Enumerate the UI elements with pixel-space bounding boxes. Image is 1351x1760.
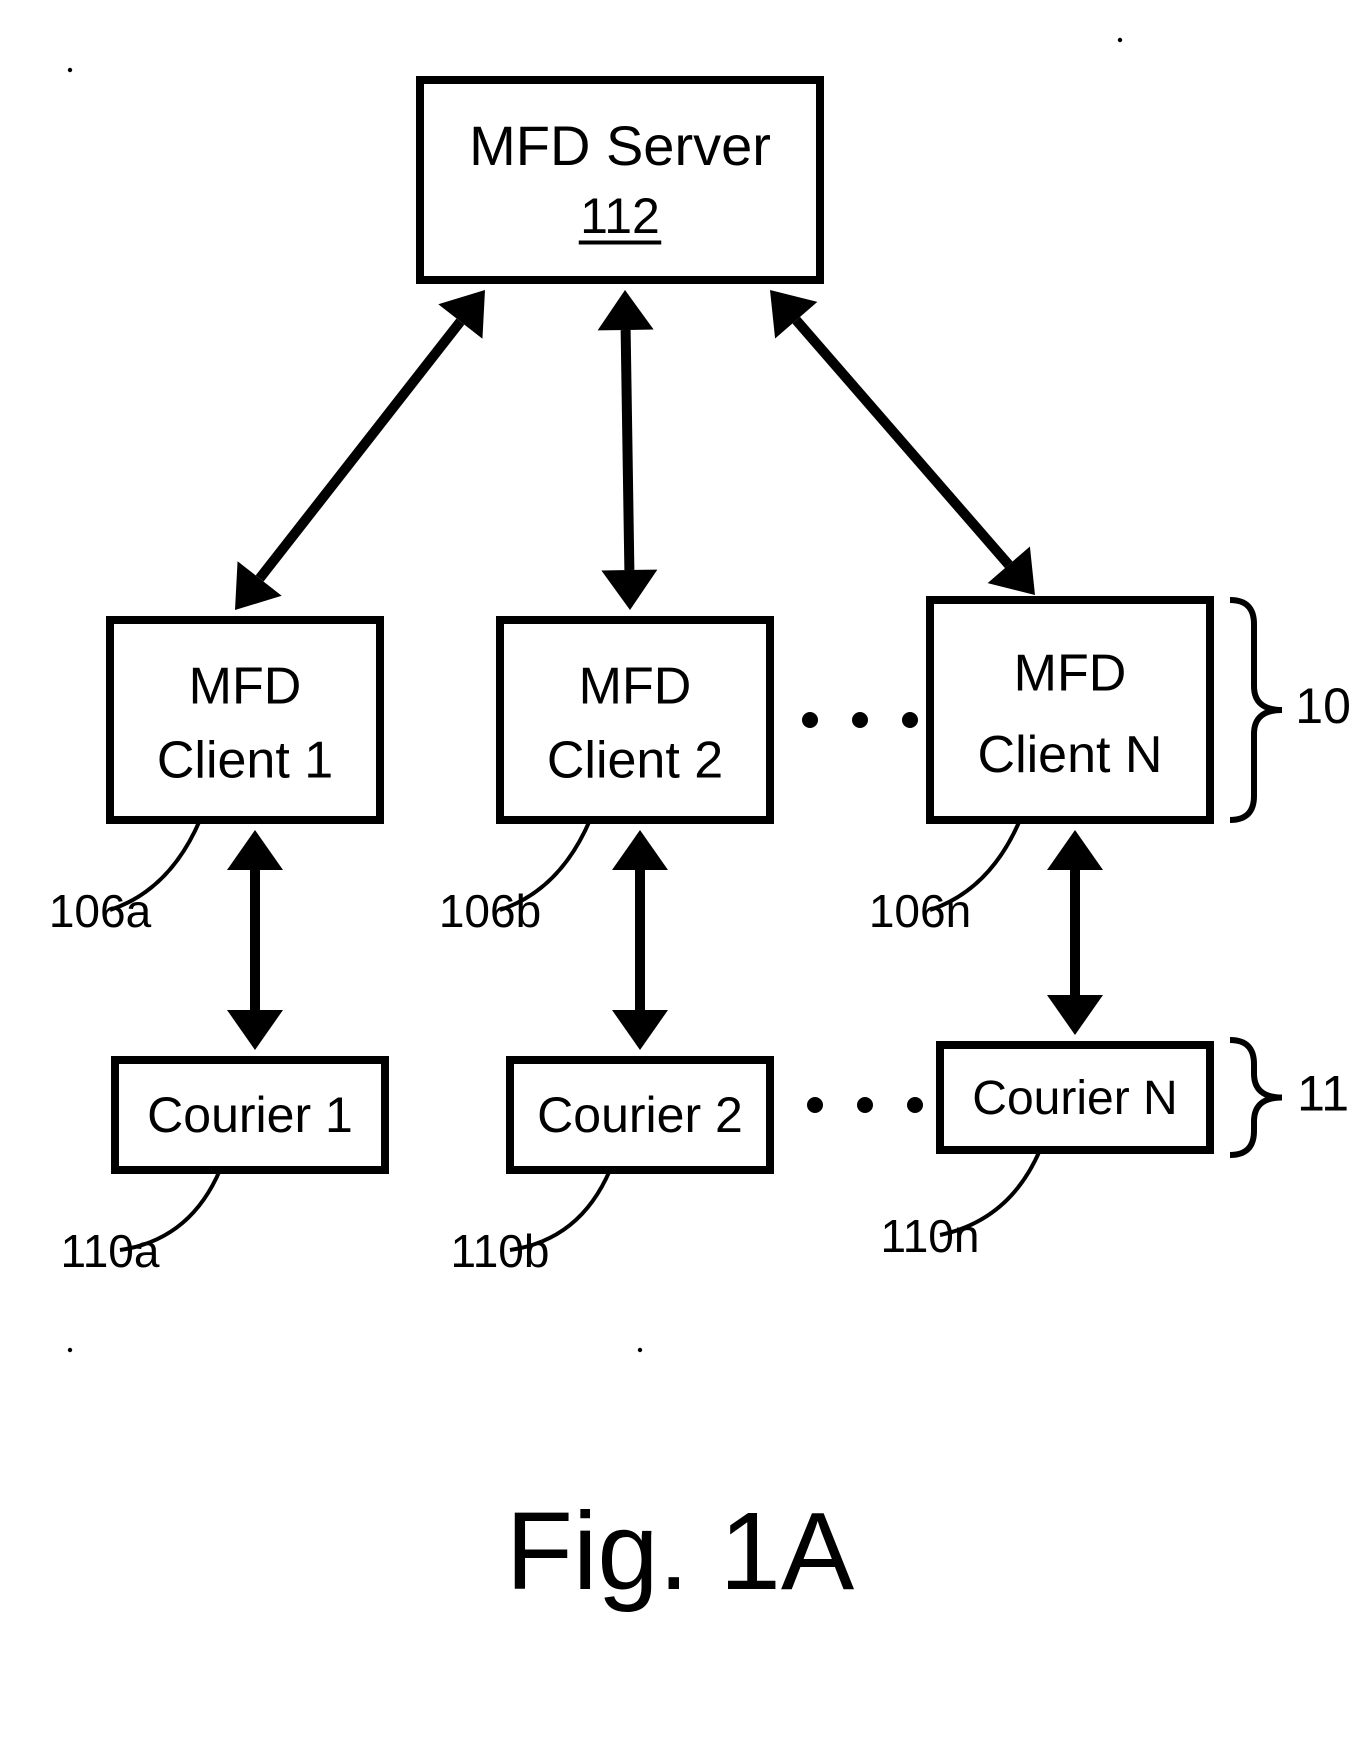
- ellipsis-dot: [852, 712, 868, 728]
- arrow-shaft: [796, 320, 1009, 565]
- label-text: 112: [580, 188, 660, 244]
- arrow-head: [438, 290, 485, 339]
- ellipsis-dot: [802, 712, 818, 728]
- ellipsis-dot: [857, 1097, 873, 1113]
- box: [930, 600, 1210, 820]
- label-text: Client 2: [547, 732, 723, 790]
- label-text: 106: [1295, 678, 1351, 734]
- label-text: Courier N: [972, 1072, 1177, 1125]
- box: [420, 80, 820, 280]
- label-text: 110a: [61, 1225, 160, 1277]
- label-text: Courier 1: [147, 1087, 353, 1143]
- arrow-shaft: [260, 322, 461, 579]
- label-text: 110n: [881, 1210, 980, 1262]
- label-text: Fig. 1A: [506, 1490, 855, 1613]
- box: [500, 620, 770, 820]
- arrow-head: [227, 1010, 283, 1050]
- arrow-head: [227, 830, 283, 870]
- speckle: [1118, 38, 1122, 42]
- arrow-head: [612, 1010, 668, 1050]
- label-text: Client N: [978, 726, 1163, 784]
- label-text: 106b: [439, 885, 541, 937]
- arrow-shaft: [626, 330, 630, 570]
- label-text: 110: [1297, 1066, 1351, 1122]
- label-text: MFD: [189, 658, 302, 716]
- arrow-head: [235, 561, 282, 610]
- arrow-head: [601, 570, 657, 610]
- speckle: [68, 1348, 72, 1352]
- ellipsis-dot: [807, 1097, 823, 1113]
- ellipsis-dot: [907, 1097, 923, 1113]
- box: [110, 620, 380, 820]
- label-text: Courier 2: [537, 1087, 743, 1143]
- label-text: MFD Server: [469, 114, 771, 177]
- arrow-head: [598, 290, 654, 330]
- label-text: 106a: [49, 885, 152, 937]
- arrow-head: [612, 830, 668, 870]
- arrow-head: [1047, 830, 1103, 870]
- label-text: Client 1: [157, 732, 333, 790]
- label-text: 106n: [869, 885, 971, 937]
- brace: [1230, 1040, 1282, 1155]
- label-text: 110b: [451, 1225, 550, 1277]
- brace: [1230, 600, 1282, 820]
- speckle: [638, 1348, 642, 1352]
- speckle: [68, 68, 72, 72]
- label-text: MFD: [1014, 645, 1127, 703]
- label-text: MFD: [579, 658, 692, 716]
- arrow-head: [1047, 995, 1103, 1035]
- ellipsis-dot: [902, 712, 918, 728]
